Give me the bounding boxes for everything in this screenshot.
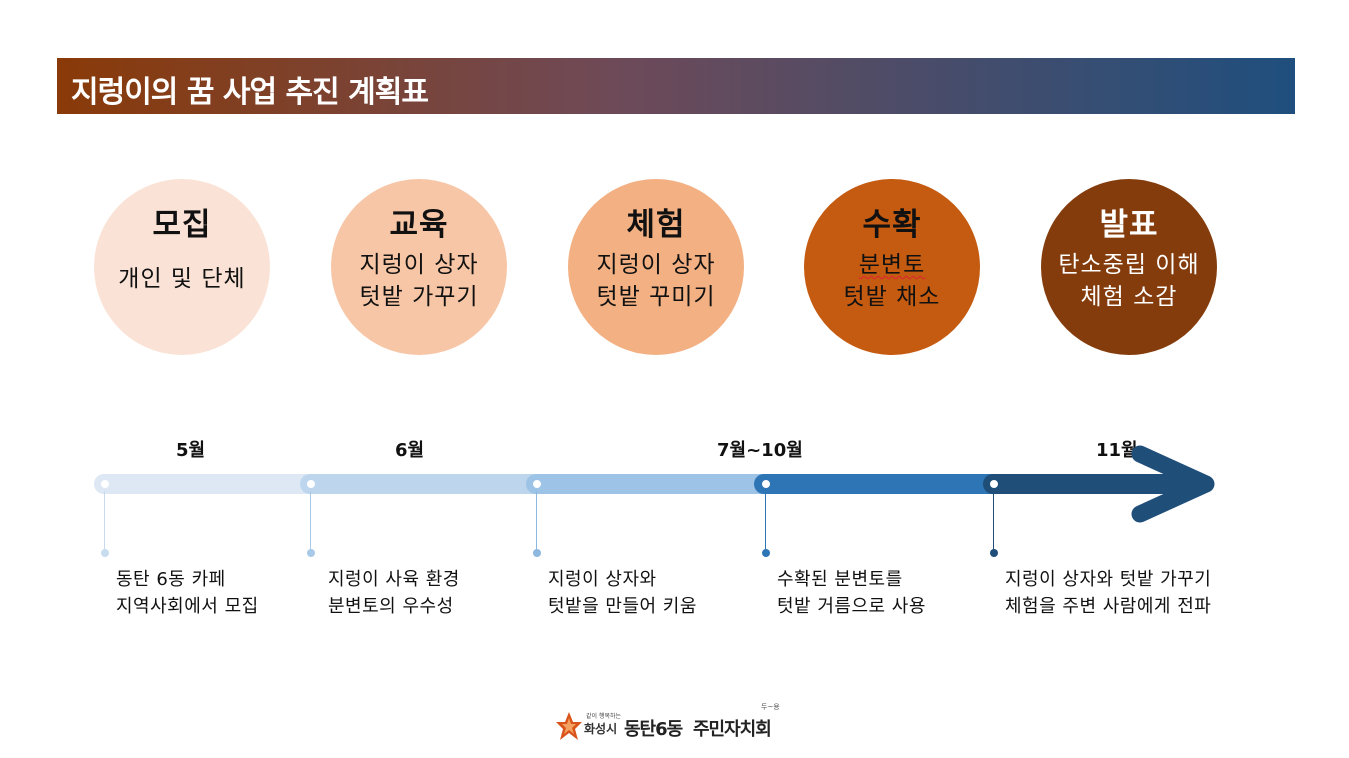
stage-desc-line: 지렁이 상자 <box>359 252 479 278</box>
stage-circle-harvest: 수확 분변토 텃밭 채소 <box>804 179 980 355</box>
timeline-dot <box>987 477 1001 491</box>
connector-line <box>104 491 105 553</box>
connector-dot <box>101 549 109 557</box>
timeline-arrow-icon <box>1120 445 1215 523</box>
note-line: 텃밭 거름으로 사용 <box>777 596 926 617</box>
note-line: 지렁이 상자와 텃밭 가꾸기 <box>1005 569 1212 590</box>
title-banner: 지렁이의 꿈 사업 추진 계획표 <box>57 58 1295 114</box>
stage-desc-line: 지렁이 상자 <box>596 252 716 278</box>
connector-dot <box>990 549 998 557</box>
stage-desc: 지렁이 상자 텃밭 가꾸기 <box>331 249 507 313</box>
connector-line <box>536 491 537 553</box>
connector-dot <box>533 549 541 557</box>
note-line: 텃밭을 만들어 키움 <box>548 596 697 617</box>
month-label: 6월 <box>395 440 425 461</box>
connector-line <box>993 491 994 553</box>
stage-title: 발표 <box>1099 207 1159 243</box>
city-name: 화성시 <box>584 722 618 736</box>
page-title: 지렁이의 꿈 사업 추진 계획표 <box>71 75 429 110</box>
timeline-note: 지렁이 사육 환경 분변토의 우수성 <box>328 566 460 620</box>
city-slogan: 같이 행복하는 <box>586 713 622 720</box>
timeline-dot <box>98 477 112 491</box>
timeline-note: 지렁이 상자와 텃밭 가꾸기 체험을 주변 사람에게 전파 <box>1005 566 1211 620</box>
hwaseong-logo-icon <box>556 712 582 740</box>
stage-title: 모집 <box>152 207 212 243</box>
stage-circle-experience: 체험 지렁이 상자 텃밭 꾸미기 <box>568 179 744 355</box>
connector-dot <box>762 549 770 557</box>
footer-logo: 같이 행복하는 화성시 동탄6동 주민자치회 두~용 <box>556 703 786 746</box>
stage-desc-line: 텃밭 채소 <box>843 284 941 310</box>
note-line: 수확된 분변토를 <box>777 569 903 590</box>
timeline-segment <box>94 474 316 494</box>
note-line: 지렁이 상자와 <box>548 569 657 590</box>
stage-title: 체험 <box>626 207 686 243</box>
timeline-note: 동탄 6동 카페 지역사회에서 모집 <box>116 566 259 620</box>
timeline-segment <box>300 474 545 494</box>
timeline-segment <box>754 474 1004 494</box>
month-label: 11월 <box>1096 440 1138 461</box>
stage-desc-line: 개인 및 단체 <box>118 266 246 292</box>
connector-line <box>310 491 311 553</box>
stage-desc-line: 탄소중립 이해 <box>1058 252 1200 278</box>
org-name-part2: 주민자치회 <box>693 719 772 740</box>
org-name-part1: 동탄6동 <box>624 719 683 740</box>
stage-desc-line: 텃밭 가꾸기 <box>359 284 479 310</box>
stage-title: 교육 <box>389 207 449 243</box>
stage-desc-line: 체험 소감 <box>1080 284 1178 310</box>
note-line: 지역사회에서 모집 <box>116 596 259 617</box>
stage-desc-line: 텃밭 꾸미기 <box>596 284 716 310</box>
timeline-note: 지렁이 상자와 텃밭을 만들어 키움 <box>548 566 697 620</box>
note-line: 지렁이 사육 환경 <box>328 569 460 590</box>
timeline-dot <box>530 477 544 491</box>
stage-desc: 탄소중립 이해 체험 소감 <box>1041 249 1217 313</box>
note-line: 분변토의 우수성 <box>328 596 454 617</box>
timeline-note: 수확된 분변토를 텃밭 거름으로 사용 <box>777 566 926 620</box>
timeline-segment <box>983 474 1163 494</box>
timeline-dot <box>759 477 773 491</box>
stage-desc: 지렁이 상자 텃밭 꾸미기 <box>568 249 744 313</box>
connector-dot <box>307 549 315 557</box>
stage-desc-line: 분변토 <box>858 252 926 278</box>
month-label: 7월~10월 <box>717 440 803 461</box>
timeline-segment <box>526 474 774 494</box>
stage-desc: 개인 및 단체 <box>94 263 270 295</box>
note-line: 동탄 6동 카페 <box>116 569 226 590</box>
connector-line <box>765 491 766 553</box>
org-tag: 두~용 <box>761 703 780 711</box>
stage-circle-recruit: 모집 개인 및 단체 <box>94 179 270 355</box>
month-label: 5월 <box>176 440 206 461</box>
timeline-dot <box>304 477 318 491</box>
stage-circle-presentation: 발표 탄소중립 이해 체험 소감 <box>1041 179 1217 355</box>
stage-desc: 분변토 텃밭 채소 <box>804 249 980 313</box>
stage-title: 수확 <box>862 207 922 243</box>
stage-circle-education: 교육 지렁이 상자 텃밭 가꾸기 <box>331 179 507 355</box>
note-line: 체험을 주변 사람에게 전파 <box>1005 596 1212 617</box>
